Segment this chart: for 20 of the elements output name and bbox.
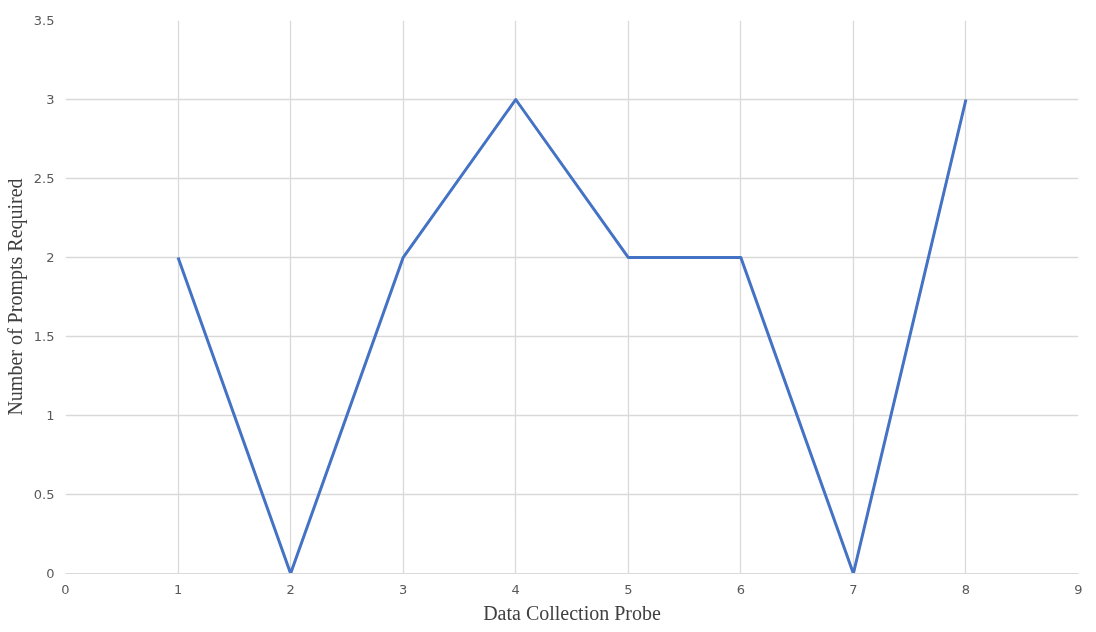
y-tick-label: 2 [46,250,55,265]
x-tick-label: 7 [849,581,858,597]
x-tick-label: 6 [736,581,745,597]
x-tick-label: 1 [173,581,183,597]
y-tick-label: 3.5 [33,13,55,28]
x-tick-label: 8 [961,581,971,597]
x-tick-label: 9 [1074,581,1083,597]
y-tick-label: 1 [46,408,55,423]
x-axis-title: Data Collection Probe [483,601,661,624]
x-tick-label: 4 [511,581,520,597]
y-axis-title: Number of Prompts Required [3,178,27,416]
x-tick-label: 3 [399,581,408,597]
y-tick-label: 0.5 [33,487,55,502]
y-tick-label: 3 [46,92,55,107]
y-tick-label: 2.5 [33,171,55,186]
x-tick-label: 5 [624,581,633,597]
x-tick-label: 2 [286,581,295,597]
y-tick-label: 1.5 [33,329,55,344]
y-tick-label: 0 [46,566,55,581]
x-tick-label: 0 [61,581,70,597]
